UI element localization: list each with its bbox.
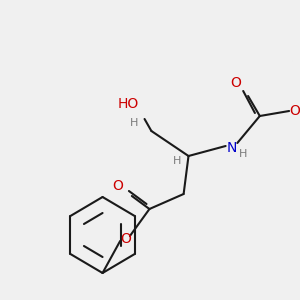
Text: H: H <box>239 149 248 159</box>
Text: HO: HO <box>117 97 139 111</box>
Text: O: O <box>230 76 241 90</box>
Text: O: O <box>121 232 131 246</box>
Text: H: H <box>172 156 181 166</box>
Text: H: H <box>130 118 138 128</box>
Text: O: O <box>290 104 300 118</box>
Text: O: O <box>112 179 123 193</box>
Text: N: N <box>226 141 237 155</box>
